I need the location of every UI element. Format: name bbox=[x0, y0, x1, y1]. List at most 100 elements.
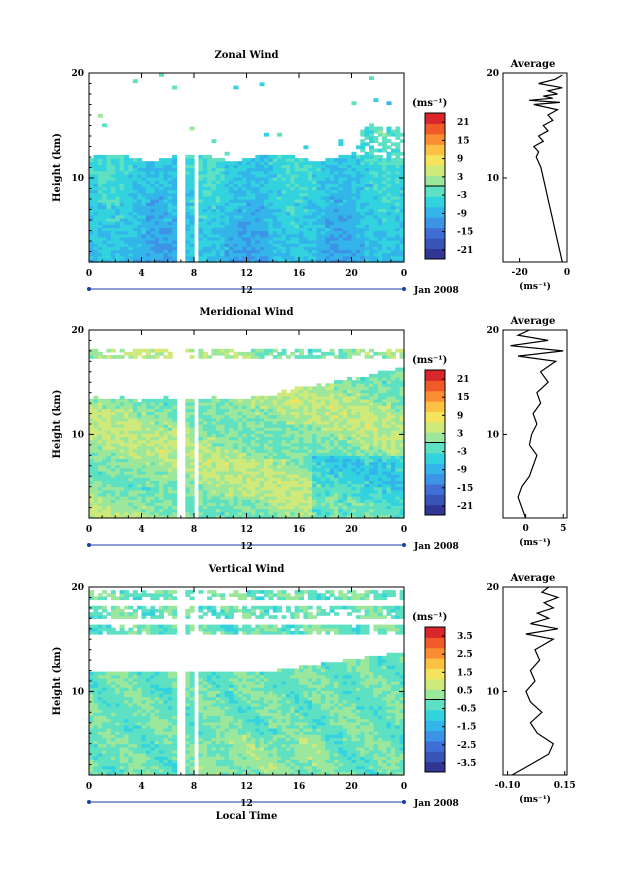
profile-line bbox=[529, 74, 563, 263]
profile-y-tick-label: 10 bbox=[486, 174, 499, 184]
colorbar-tick-label: 15 bbox=[457, 393, 470, 403]
x-tick-label: 20 bbox=[345, 269, 358, 279]
x-tick-label: 12 bbox=[240, 525, 253, 535]
profile-y-tick-label: 20 bbox=[486, 69, 499, 79]
colorbar-unit: (ms⁻¹) bbox=[412, 98, 447, 109]
colorbar-tick-label: -3 bbox=[457, 191, 467, 201]
y-axis-label: Height (km) bbox=[52, 647, 63, 716]
colorbar-swatch bbox=[425, 647, 445, 659]
profile-x-tick-label: 0 bbox=[564, 268, 570, 278]
colorbar-swatch bbox=[425, 411, 445, 423]
y-tick-label: 10 bbox=[71, 174, 84, 184]
colorbar-swatch bbox=[425, 196, 445, 208]
profile-line bbox=[510, 329, 564, 519]
panel-title: Vertical Wind bbox=[208, 564, 285, 575]
x-tick-label: 4 bbox=[138, 525, 144, 535]
colorbar-tick-label: 9 bbox=[457, 411, 463, 421]
colorbar-swatch bbox=[425, 154, 445, 166]
colorbar-swatch bbox=[425, 380, 445, 392]
y-tick-label: 10 bbox=[71, 430, 84, 440]
colorbar-tick-label: -3 bbox=[457, 448, 467, 458]
date-label: Jan 2008 bbox=[413, 542, 459, 552]
colorbar-swatch bbox=[425, 720, 445, 732]
date-label: Jan 2008 bbox=[413, 799, 459, 809]
colorbar-tick-label: -0.5 bbox=[457, 705, 476, 715]
colorbar-tick-label: -9 bbox=[457, 466, 467, 476]
profile-x-tick-label: 5 bbox=[560, 524, 566, 534]
date-label: Jan 2008 bbox=[413, 286, 459, 296]
colorbar-tick-label: 1.5 bbox=[457, 668, 473, 678]
y-tick-label: 20 bbox=[71, 326, 84, 336]
x-tick-label: 0 bbox=[401, 269, 407, 279]
date-bar-start bbox=[87, 287, 91, 291]
x-tick-label: 12 bbox=[240, 269, 253, 279]
date-bar-end bbox=[402, 287, 406, 291]
colorbar-unit: (ms⁻¹) bbox=[412, 355, 447, 366]
colorbar-tick-label: -1.5 bbox=[457, 723, 476, 733]
heatmap-cells bbox=[89, 73, 405, 263]
x-axis-label: Local Time bbox=[216, 811, 278, 822]
colorbar-swatch bbox=[425, 627, 445, 638]
x-tick-label: 0 bbox=[401, 782, 407, 792]
y-axis-label: Height (km) bbox=[52, 390, 63, 459]
colorbar-tick-label: -2.5 bbox=[457, 741, 476, 751]
x-tick-label: 16 bbox=[293, 782, 306, 792]
colorbar-swatch bbox=[425, 678, 445, 690]
colorbar-swatch bbox=[425, 473, 445, 485]
x-tick-label: 8 bbox=[191, 525, 197, 535]
x-tick-label: 20 bbox=[345, 782, 358, 792]
colorbar-tick-label: 2.5 bbox=[457, 650, 473, 660]
colorbar-swatch bbox=[425, 186, 445, 197]
x-tick-label: 4 bbox=[138, 782, 144, 792]
profile-x-tick-label: 0 bbox=[522, 524, 528, 534]
noon-label: 12 bbox=[240, 799, 253, 809]
colorbar-swatch bbox=[425, 401, 445, 412]
colorbar-tick-label: 0.5 bbox=[457, 686, 473, 696]
noon-label: 12 bbox=[240, 542, 253, 552]
colorbar-swatch bbox=[425, 504, 445, 516]
colorbar-swatch bbox=[425, 689, 445, 700]
colorbar-swatch bbox=[425, 730, 445, 742]
colorbar-swatch bbox=[425, 370, 445, 381]
profile-frame bbox=[502, 72, 568, 263]
date-bar-start bbox=[87, 543, 91, 547]
profile-title: Average bbox=[510, 573, 556, 584]
x-tick-label: 8 bbox=[191, 782, 197, 792]
profile-y-tick-label: 20 bbox=[486, 326, 499, 336]
colorbar-tick-label: 3 bbox=[457, 173, 463, 183]
colorbar-tick-label: 9 bbox=[457, 155, 463, 165]
colorbar-swatch bbox=[425, 637, 445, 649]
colorbar-swatch bbox=[425, 494, 445, 506]
profile-title: Average bbox=[510, 59, 556, 70]
colorbar-tick-label: -21 bbox=[457, 246, 473, 256]
x-tick-label: 4 bbox=[138, 269, 144, 279]
colorbar-swatch bbox=[425, 452, 445, 464]
profile-x-tick-label: -20 bbox=[511, 268, 527, 278]
profile-title: Average bbox=[510, 316, 556, 327]
profile-x-tick-label: -0.10 bbox=[495, 781, 521, 791]
heatmap-cells bbox=[89, 590, 405, 776]
colorbar-swatch bbox=[425, 432, 445, 443]
x-tick-label: 0 bbox=[86, 525, 92, 535]
colorbar-swatch bbox=[425, 217, 445, 229]
x-tick-label: 12 bbox=[240, 782, 253, 792]
profile-x-label: (ms⁻¹) bbox=[519, 281, 551, 292]
colorbar-swatch bbox=[425, 709, 445, 721]
colorbar-swatch bbox=[425, 658, 445, 669]
colorbar-swatch bbox=[425, 206, 445, 218]
profile-line bbox=[511, 586, 560, 776]
colorbar-swatch bbox=[425, 442, 445, 454]
noon-label: 12 bbox=[240, 286, 253, 296]
colorbar-swatch bbox=[425, 483, 445, 495]
date-bar-end bbox=[402, 800, 406, 804]
colorbar-tick-label: 15 bbox=[457, 136, 470, 146]
colorbar-swatch bbox=[425, 227, 445, 239]
heatmap-cells bbox=[89, 348, 405, 519]
colorbar-tick-label: 21 bbox=[457, 118, 470, 128]
colorbar-swatch bbox=[425, 740, 445, 752]
colorbar-tick-label: -15 bbox=[457, 228, 473, 238]
colorbar-swatch bbox=[425, 175, 445, 187]
colorbar-swatch bbox=[425, 144, 445, 156]
panel-title: Meridional Wind bbox=[199, 307, 293, 318]
colorbar-tick-label: -3.5 bbox=[457, 759, 476, 769]
